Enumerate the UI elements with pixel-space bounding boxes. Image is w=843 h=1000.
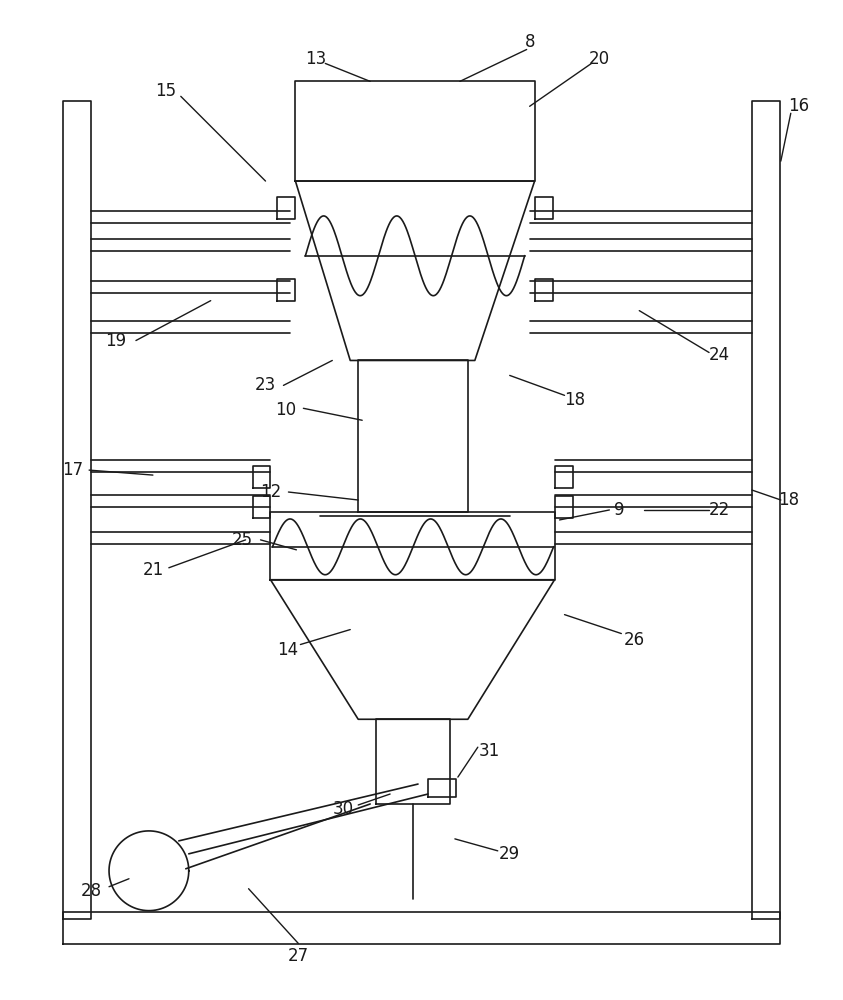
Text: 27: 27	[287, 947, 309, 965]
Text: 29: 29	[499, 845, 520, 863]
Text: 9: 9	[614, 501, 625, 519]
Text: 16: 16	[788, 97, 809, 115]
Text: 17: 17	[62, 461, 83, 479]
Text: 10: 10	[275, 401, 296, 419]
Text: 22: 22	[708, 501, 730, 519]
Text: 25: 25	[232, 531, 253, 549]
Text: 8: 8	[524, 33, 535, 51]
Text: 23: 23	[255, 376, 277, 394]
Text: 20: 20	[589, 50, 610, 68]
Text: 14: 14	[277, 641, 298, 659]
Text: 26: 26	[624, 631, 645, 649]
Text: 28: 28	[81, 882, 102, 900]
Text: 31: 31	[479, 742, 501, 760]
Text: 18: 18	[564, 391, 585, 409]
Text: 21: 21	[142, 561, 164, 579]
Text: 12: 12	[260, 483, 281, 501]
Text: 24: 24	[708, 346, 729, 364]
Text: 19: 19	[105, 332, 126, 350]
Text: 18: 18	[778, 491, 799, 509]
Text: 13: 13	[304, 50, 326, 68]
Text: 15: 15	[155, 82, 176, 100]
Text: 30: 30	[333, 800, 354, 818]
